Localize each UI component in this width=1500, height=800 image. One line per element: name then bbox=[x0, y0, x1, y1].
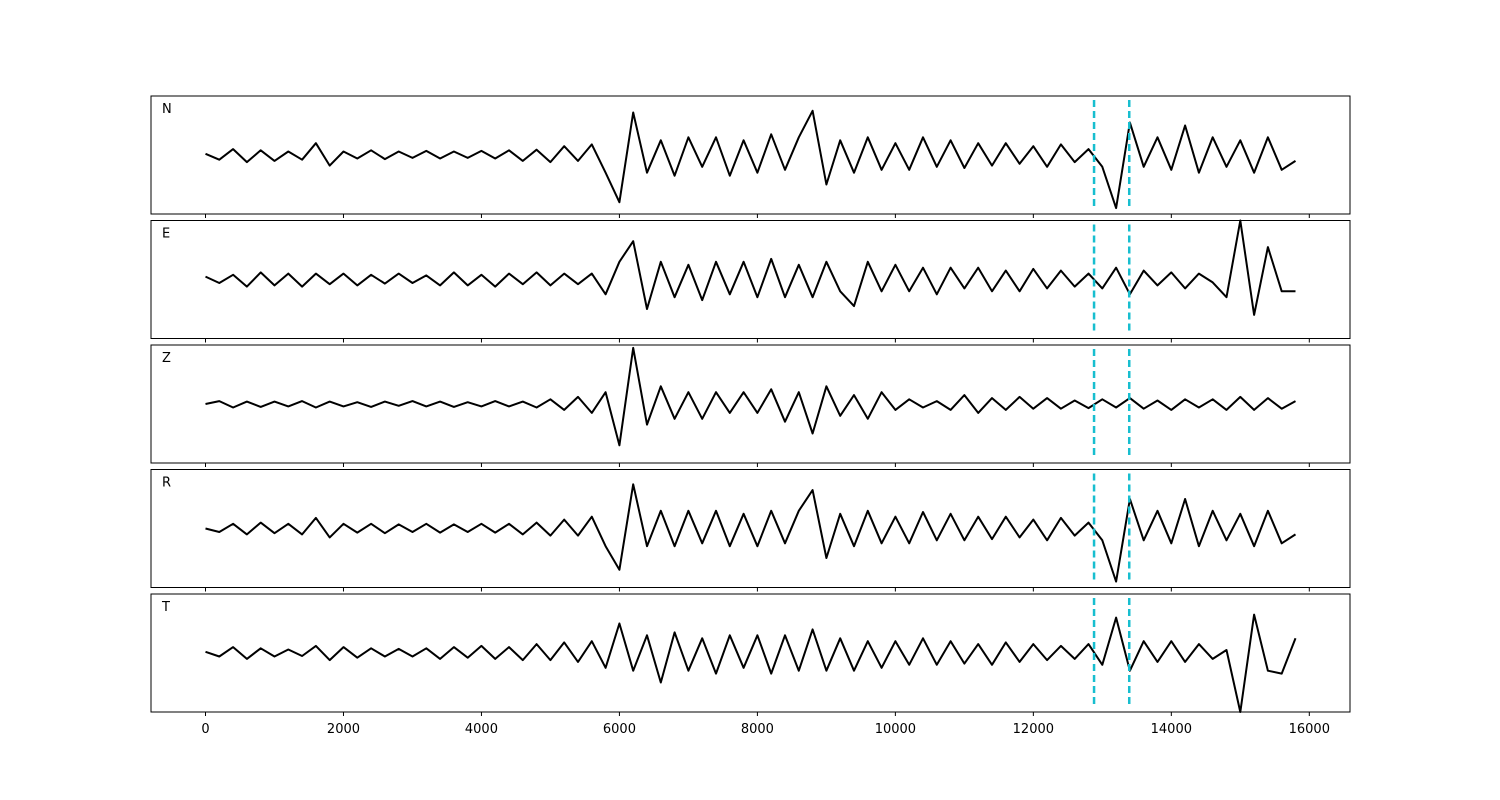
x-tick-label: 12000 bbox=[1013, 722, 1054, 737]
trace bbox=[205, 613, 1297, 713]
panel-label: N bbox=[162, 102, 172, 117]
trace bbox=[205, 109, 1297, 210]
panel-frame bbox=[150, 95, 1351, 215]
trace bbox=[205, 219, 1296, 316]
x-tick-label: 16000 bbox=[1289, 722, 1330, 737]
panel-frame bbox=[150, 469, 1351, 588]
x-tick-label: 0 bbox=[201, 722, 209, 737]
x-tick-label: 8000 bbox=[741, 722, 774, 737]
x-tick-label: 2000 bbox=[327, 722, 360, 737]
panel-label: T bbox=[161, 600, 170, 615]
x-tick-label: 10000 bbox=[875, 722, 916, 737]
trace bbox=[205, 483, 1297, 583]
panel-frame bbox=[150, 593, 1351, 713]
x-tick-label: 14000 bbox=[1151, 722, 1192, 737]
panel-frame bbox=[150, 220, 1351, 339]
x-tick-label: 6000 bbox=[603, 722, 636, 737]
panel-label: R bbox=[162, 476, 171, 491]
panel-label: Z bbox=[162, 351, 171, 366]
panel-frame bbox=[150, 344, 1351, 464]
x-tick-label: 4000 bbox=[465, 722, 498, 737]
panel-label: E bbox=[162, 227, 170, 242]
trace bbox=[205, 346, 1296, 447]
